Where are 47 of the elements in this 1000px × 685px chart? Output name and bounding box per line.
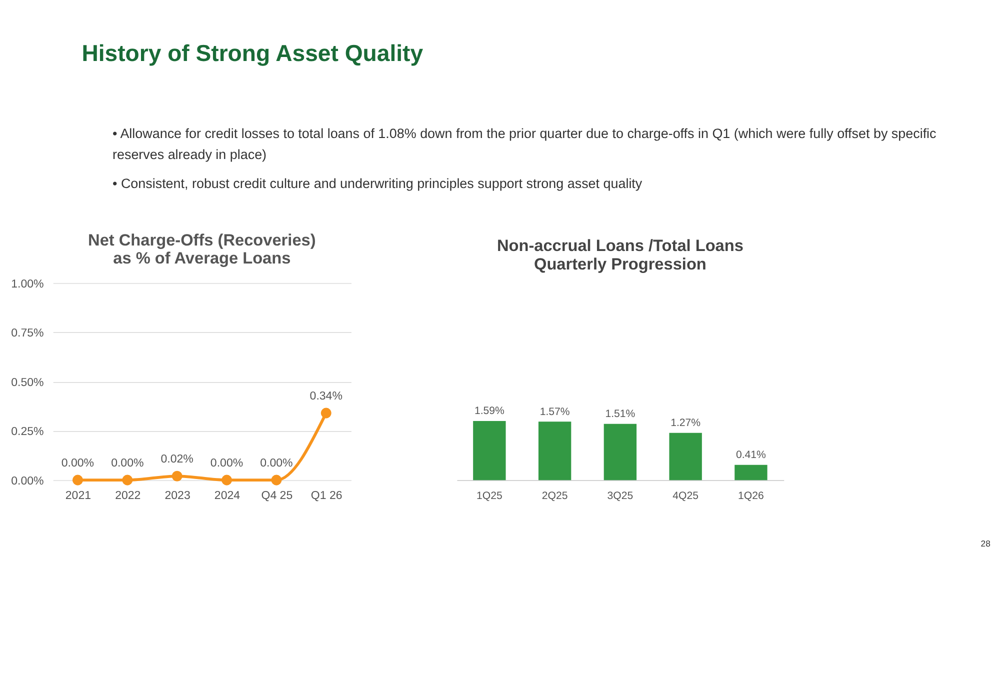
text: • Allowance for credit losses to total loans of 1.08% down from the prior quarter due to charge-offs in Q1 (which were fully offset by specific <box>112 126 937 141</box>
text: Net Charge-Offs (Recoveries) <box>88 231 316 250</box>
x-tick-label: Q1 26 <box>310 490 342 502</box>
point <box>221 474 232 486</box>
data-label: 0.34% <box>310 390 342 403</box>
text: History of Strong Asset Quality <box>82 40 424 66</box>
x-tick-label: 2024 <box>214 490 241 502</box>
data-label: 0.00% <box>210 458 244 470</box>
data-label: 0.00% <box>61 458 94 470</box>
text: 28 <box>980 538 991 548</box>
x-tick-label: 4Q25 <box>672 490 699 502</box>
data-label: 0.00% <box>260 458 293 470</box>
x-tick-label: 1Q26 <box>738 490 764 502</box>
point <box>72 474 83 486</box>
data-label: 1.57% <box>540 406 570 418</box>
x-tick-label: 2022 <box>115 490 141 502</box>
bar <box>669 432 702 480</box>
y-tick-label: 1.00% <box>11 278 44 290</box>
bar <box>538 422 572 480</box>
x-tick-label: 1Q25 <box>476 490 502 502</box>
x-tick-label: Q4 25 <box>261 490 293 502</box>
x-tick-label: 3Q25 <box>607 490 634 502</box>
text: Quarterly Progression <box>534 256 706 274</box>
bar <box>604 424 637 480</box>
x-tick-label: 2023 <box>164 490 190 502</box>
y-tick-label: 0.00% <box>11 475 44 488</box>
y-tick-label: 0.25% <box>11 426 44 438</box>
data-label: 1.27% <box>670 417 702 430</box>
x-tick-label: 2021 <box>65 490 92 502</box>
data-label: 0.41% <box>736 449 767 462</box>
point <box>122 474 133 486</box>
bar <box>473 420 506 480</box>
data-label: 0.00% <box>111 458 144 470</box>
y-tick-label: 0.75% <box>11 328 44 340</box>
point <box>320 408 332 418</box>
y-tick-label: 0.50% <box>11 376 44 389</box>
bar <box>734 464 768 480</box>
text: reserves already in place) <box>112 146 267 162</box>
data-label: 0.02% <box>160 454 194 466</box>
text: as % of Average Loans <box>113 250 291 268</box>
text: Non-accrual Loans /Total Loans <box>496 237 744 256</box>
point <box>271 474 282 486</box>
x-tick-label: 2Q25 <box>542 490 568 502</box>
point <box>172 470 182 482</box>
data-label: 1.59% <box>474 405 506 418</box>
data-label: 1.51% <box>605 408 636 420</box>
text: • Consistent, robust credit culture and underwriting principles support strong asset quality <box>112 176 642 191</box>
